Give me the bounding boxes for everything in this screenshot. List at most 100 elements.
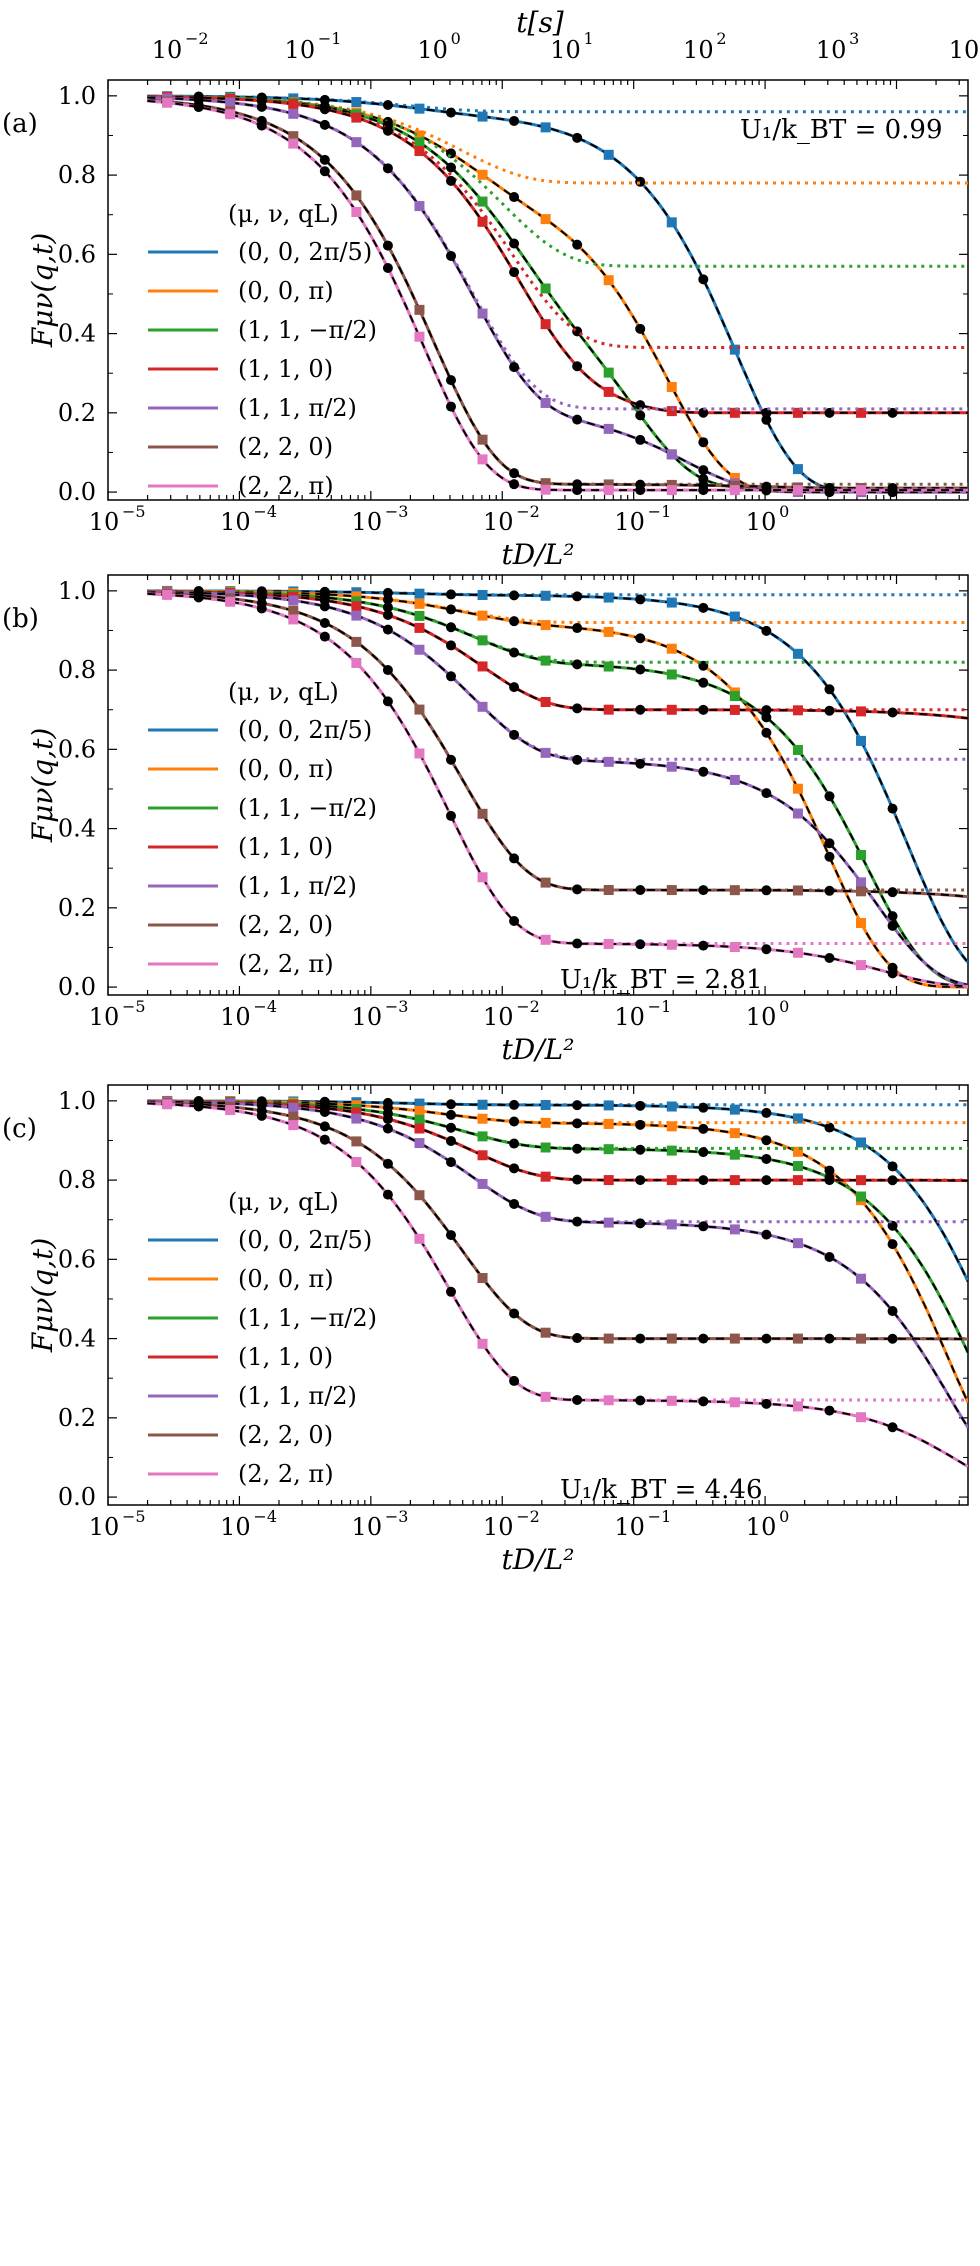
data-square [351,97,362,108]
top-tick-exponent: −1 [318,29,342,48]
data-square [351,657,362,668]
data-circle [761,788,772,799]
x-tick-exponent: −3 [385,502,409,521]
data-square [477,1273,488,1284]
data-square [856,1191,867,1202]
top-tick-exponent: 1 [584,29,594,48]
data-square [792,407,803,418]
data-circle [382,163,393,174]
data-square [856,960,867,971]
data-circle [572,591,583,602]
data-square [729,1397,740,1408]
data-square [540,1100,551,1111]
data-circle [761,625,772,636]
data-circle [698,437,709,448]
data-circle [572,1118,583,1129]
data-square [603,1217,614,1228]
legend-label: (0, 0, π) [238,755,334,783]
data-circle [445,1122,456,1133]
data-square [603,1144,614,1155]
x-tick-exponent: −2 [516,997,540,1016]
data-square [351,190,362,201]
data-square [414,1138,425,1149]
data-square [540,1391,551,1402]
y-tick-label: 0.8 [58,1166,96,1194]
y-tick-label: 0.4 [58,815,96,843]
data-square [540,1327,551,1338]
series-short-time-curve [147,590,968,761]
x-tick-label: 10 [483,508,514,536]
data-circle [382,263,393,274]
top-tick-label: 10 [816,36,847,64]
data-square [729,1128,740,1139]
data-square [729,344,740,355]
data-circle [572,1394,583,1405]
data-circle [319,1134,330,1145]
data-circle [635,758,646,769]
series-theory-curve [147,95,968,490]
data-circle [635,1100,646,1111]
legend-label: (1, 1, −π/2) [238,316,377,344]
data-square [792,808,803,819]
data-square [856,1333,867,1344]
data-square [792,1146,803,1157]
data-square [414,103,425,114]
data-circle [572,1100,583,1111]
data-circle [382,1123,393,1134]
data-square [414,201,425,212]
x-tick-exponent: −3 [385,997,409,1016]
data-square [540,214,551,225]
data-square [729,472,740,483]
data-square [414,1098,425,1109]
data-circle [824,1175,835,1186]
data-circle [635,176,646,187]
data-square [414,304,425,315]
x-tick-label: 10 [89,1513,120,1541]
data-circle [256,120,267,131]
data-square [666,1333,677,1344]
data-square [477,610,488,621]
data-square [603,1395,614,1406]
data-circle [445,375,456,386]
data-square [225,1105,236,1116]
data-circle [445,1109,456,1120]
data-square [477,111,488,122]
data-square [351,1136,362,1147]
x-tick-label: 10 [89,1003,120,1031]
data-square [603,1175,614,1186]
data-circle [887,911,898,922]
data-square [477,1113,488,1124]
data-circle [319,104,330,115]
data-circle [572,1143,583,1154]
data-circle [445,640,456,651]
data-circle [887,887,898,898]
top-axis-label: t[s] [516,6,564,39]
plot-area [147,1095,968,1468]
data-circle [445,175,456,186]
data-square [729,885,740,896]
data-circle [635,1144,646,1155]
energy-annotation: U₁/k_BT = 4.46 [560,1475,763,1505]
data-square [603,756,614,767]
data-circle [824,1122,835,1133]
legend-label: (1, 1, −π/2) [238,794,377,822]
data-circle [635,939,646,950]
x-tick-label: 10 [483,1003,514,1031]
data-circle [698,485,709,496]
panel-label: (b) [2,604,39,634]
legend-title: (μ, ν, qL) [228,678,339,706]
data-circle [509,590,520,601]
y-tick-label: 0.0 [58,1483,96,1511]
panel-b: 10 −5 10 −4 10 −3 10 −2 10 −1 10 0tD/L²0.00.20.40.6… [2,574,969,1066]
data-circle [635,485,646,496]
data-square [414,130,425,141]
data-square [540,319,551,330]
data-square [225,97,236,108]
data-circle [887,920,898,931]
series-theory-curve [147,589,968,964]
data-square [414,598,425,609]
data-circle [824,885,835,896]
data-square [540,655,551,666]
data-square [414,748,425,759]
top-tick-exponent: −2 [185,29,209,48]
